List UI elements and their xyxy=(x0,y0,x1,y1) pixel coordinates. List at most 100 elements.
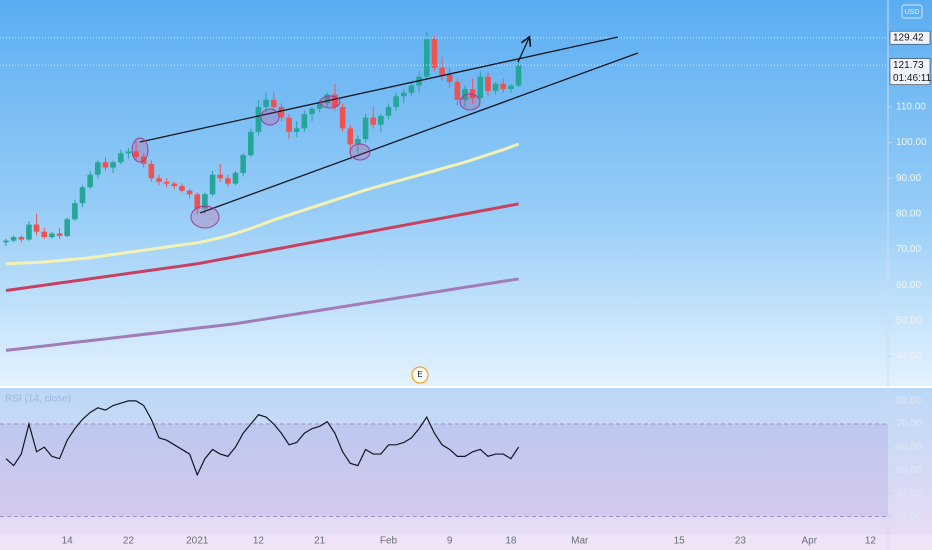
countdown: 01:46:11 xyxy=(893,73,932,84)
touch-points xyxy=(131,93,481,229)
candle-body xyxy=(309,108,315,115)
candle-body xyxy=(72,203,78,220)
candle-body xyxy=(64,219,70,236)
candle-body xyxy=(378,115,384,125)
candle-body xyxy=(179,186,185,191)
candle-body xyxy=(500,83,507,90)
arrow xyxy=(517,38,529,63)
candle-body xyxy=(439,67,445,75)
trendline xyxy=(199,52,639,214)
candle-body xyxy=(385,106,392,116)
candle-body xyxy=(3,240,9,243)
candle-body xyxy=(469,89,476,99)
x-tick-label: Feb xyxy=(380,536,398,547)
y-tick-label: 50.00 xyxy=(896,315,921,326)
candle-body xyxy=(186,190,193,195)
y-tick-label: 60.00 xyxy=(896,280,921,291)
candle-body xyxy=(26,224,32,240)
ellipse xyxy=(131,137,149,163)
candle-body xyxy=(293,128,300,132)
y-tick-label: 80.00 xyxy=(896,396,921,407)
candle-body xyxy=(477,76,484,99)
trendline xyxy=(139,36,619,143)
candle-body xyxy=(515,65,522,86)
candle-body xyxy=(492,83,499,91)
candle-body xyxy=(301,114,308,129)
main-pane xyxy=(0,0,932,386)
candle-body xyxy=(33,224,40,232)
rsi-line xyxy=(5,400,520,477)
candle-body xyxy=(462,89,468,100)
y-tick-label: 70.00 xyxy=(896,244,921,255)
candle-body xyxy=(79,187,86,204)
candle-body xyxy=(347,128,354,145)
candle-body xyxy=(202,194,208,209)
y-tick-label: 90.00 xyxy=(896,173,921,184)
y-tick-label: 30.00 xyxy=(896,511,921,522)
x-tick-label: 12 xyxy=(253,536,265,547)
candle-body xyxy=(324,94,331,104)
x-tick-label: 22 xyxy=(123,536,135,547)
candle-body xyxy=(355,139,361,145)
y-tick-label: 80.00 xyxy=(896,209,921,220)
x-tick-label: 18 xyxy=(505,536,517,547)
y-tick-label: 60.00 xyxy=(896,442,921,453)
moving-average xyxy=(5,277,519,352)
drawings xyxy=(139,36,639,214)
x-tick-label: 2021 xyxy=(186,536,209,547)
price-label: 121.73 xyxy=(893,60,924,71)
candle-body xyxy=(217,174,223,179)
candle-body xyxy=(316,103,323,109)
ellipse xyxy=(349,143,371,161)
price-label: 129.42 xyxy=(893,32,924,43)
candle-body xyxy=(156,178,162,182)
y-tick-label: 110.00 xyxy=(896,102,926,113)
ellipse xyxy=(459,93,481,111)
ellipse xyxy=(319,95,341,109)
candle-body xyxy=(286,117,292,132)
candle-body xyxy=(270,99,277,107)
candle-body xyxy=(225,178,231,184)
candle-body xyxy=(117,153,124,163)
candle-body xyxy=(163,181,170,184)
candle-body xyxy=(148,163,155,179)
candle-body xyxy=(87,174,93,188)
rsi-band xyxy=(0,424,888,517)
candle-body xyxy=(408,85,415,93)
x-tick-label: Apr xyxy=(801,536,817,547)
price-label-box xyxy=(889,58,931,85)
y-tick-label: 40.00 xyxy=(896,351,921,362)
rsi-title: RSI (14, close) xyxy=(5,394,71,405)
earnings-label: E xyxy=(417,370,422,379)
x-tick-label: 21 xyxy=(314,536,326,547)
candle-body xyxy=(362,117,369,140)
candle-body xyxy=(49,233,55,238)
candle-body xyxy=(240,155,246,173)
time-axis xyxy=(0,535,932,550)
candle-body xyxy=(454,81,461,100)
candle-body xyxy=(332,94,338,107)
price-label-box xyxy=(889,30,931,45)
y-tick-label: 50.00 xyxy=(896,465,921,476)
candle-body xyxy=(255,106,262,132)
x-tick-label: 9 xyxy=(447,536,453,547)
y-tick-label: 100.00 xyxy=(896,137,927,148)
candle-body xyxy=(194,194,201,209)
x-tick-label: Mar xyxy=(571,536,589,547)
candle-body xyxy=(102,162,109,168)
currency-button[interactable] xyxy=(901,4,923,19)
rsi-pane xyxy=(0,388,932,550)
currency-label: USD xyxy=(905,9,920,16)
candle-body xyxy=(41,231,48,238)
y-tick-label: 40.00 xyxy=(896,488,921,499)
x-tick-label: 14 xyxy=(62,536,74,547)
candle-body xyxy=(248,131,254,156)
candle-body xyxy=(232,172,239,184)
moving-average xyxy=(5,202,519,293)
candle-body xyxy=(209,174,216,195)
earnings-icon[interactable] xyxy=(411,366,429,384)
y-tick-label: 70.00 xyxy=(896,419,921,430)
candle-body xyxy=(125,151,132,154)
